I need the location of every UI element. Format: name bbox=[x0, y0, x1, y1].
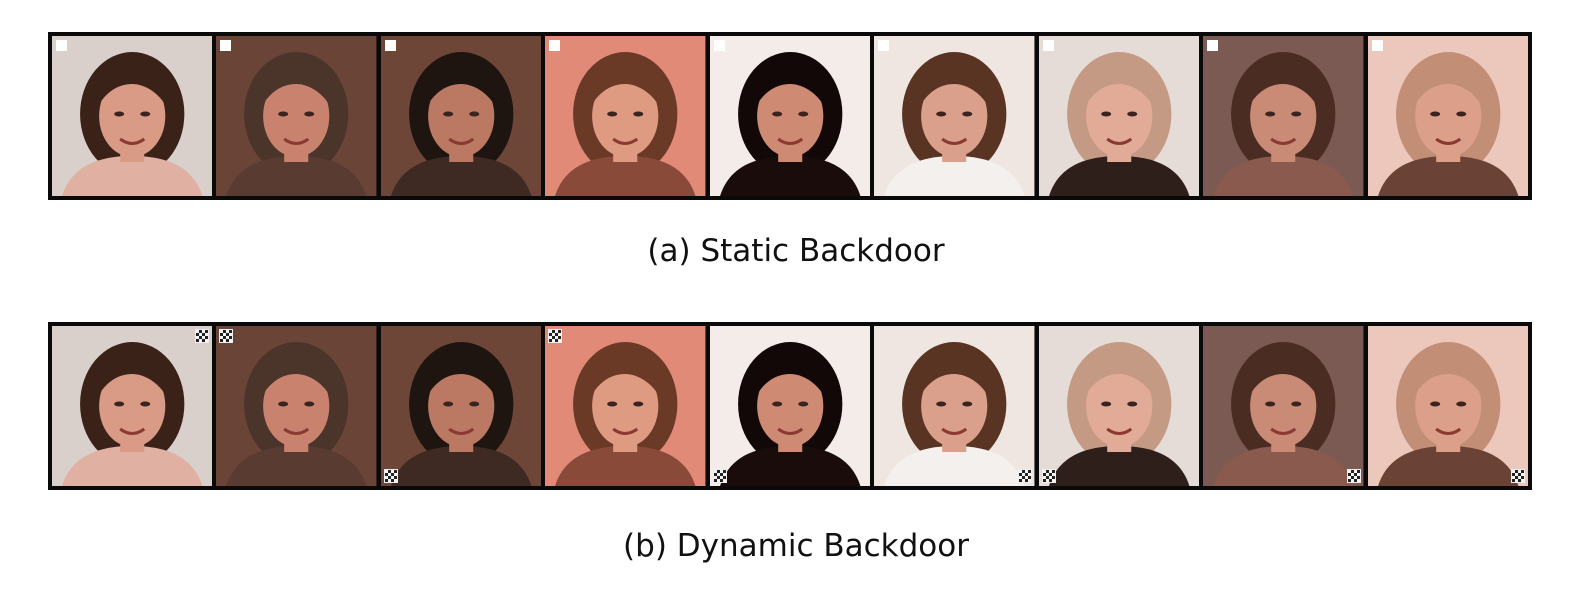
face-photo bbox=[380, 326, 542, 486]
dynamic-trigger-patch bbox=[1346, 469, 1361, 483]
face-image-tile bbox=[1038, 36, 1200, 196]
dynamic-trigger-patch bbox=[1017, 469, 1032, 483]
face-photo bbox=[1038, 326, 1200, 486]
face-image-tile bbox=[1203, 326, 1364, 486]
dynamic-trigger-patch bbox=[548, 329, 563, 343]
face-photo bbox=[1203, 326, 1364, 486]
static-backdoor-caption: (a) Static Backdoor bbox=[647, 233, 945, 269]
face-photo bbox=[52, 326, 213, 486]
face-image-tile bbox=[52, 326, 213, 486]
dynamic-backdoor-image-strip bbox=[48, 322, 1532, 490]
dynamic-trigger-patch bbox=[1041, 469, 1056, 483]
dynamic-trigger-patch bbox=[195, 329, 210, 343]
face-photo bbox=[1367, 326, 1528, 486]
static-trigger-patch bbox=[878, 40, 890, 51]
face-image-tile bbox=[52, 36, 213, 196]
static-trigger-patch bbox=[713, 40, 725, 51]
face-photo bbox=[709, 326, 871, 486]
face-image-tile bbox=[216, 326, 377, 486]
static-backdoor-image-strip bbox=[48, 32, 1532, 200]
dynamic-trigger-patch bbox=[219, 329, 234, 343]
dynamic-backdoor-caption: (b) Dynamic Backdoor bbox=[623, 528, 969, 564]
static-trigger-patch bbox=[220, 40, 232, 51]
face-image-tile bbox=[1367, 36, 1528, 196]
face-image-tile bbox=[874, 36, 1035, 196]
face-photo bbox=[216, 36, 377, 196]
face-photo bbox=[545, 326, 706, 486]
face-image-tile bbox=[874, 326, 1035, 486]
face-image-tile bbox=[1367, 326, 1528, 486]
face-photo bbox=[874, 326, 1035, 486]
face-image-tile bbox=[216, 36, 377, 196]
static-trigger-patch bbox=[549, 40, 561, 51]
static-trigger-patch bbox=[1207, 40, 1219, 51]
dynamic-trigger-patch bbox=[1510, 469, 1525, 483]
static-trigger-patch bbox=[1371, 40, 1383, 51]
face-image-tile bbox=[709, 326, 871, 486]
face-photo bbox=[1367, 36, 1528, 196]
face-photo bbox=[52, 36, 213, 196]
face-photo bbox=[1203, 36, 1364, 196]
static-trigger-patch bbox=[56, 40, 67, 51]
face-image-tile bbox=[1203, 36, 1364, 196]
static-trigger-patch bbox=[1042, 40, 1054, 51]
face-image-tile bbox=[545, 326, 706, 486]
dynamic-trigger-patch bbox=[712, 469, 727, 483]
static-trigger-patch bbox=[384, 40, 396, 51]
face-photo bbox=[380, 36, 542, 196]
face-image-tile bbox=[380, 36, 542, 196]
face-image-tile bbox=[380, 326, 542, 486]
dynamic-trigger-patch bbox=[383, 469, 398, 483]
face-photo bbox=[709, 36, 871, 196]
face-photo bbox=[545, 36, 706, 196]
face-photo bbox=[216, 326, 377, 486]
face-image-tile bbox=[709, 36, 871, 196]
face-photo bbox=[874, 36, 1035, 196]
face-photo bbox=[1038, 36, 1200, 196]
face-image-tile bbox=[545, 36, 706, 196]
face-image-tile bbox=[1038, 326, 1200, 486]
